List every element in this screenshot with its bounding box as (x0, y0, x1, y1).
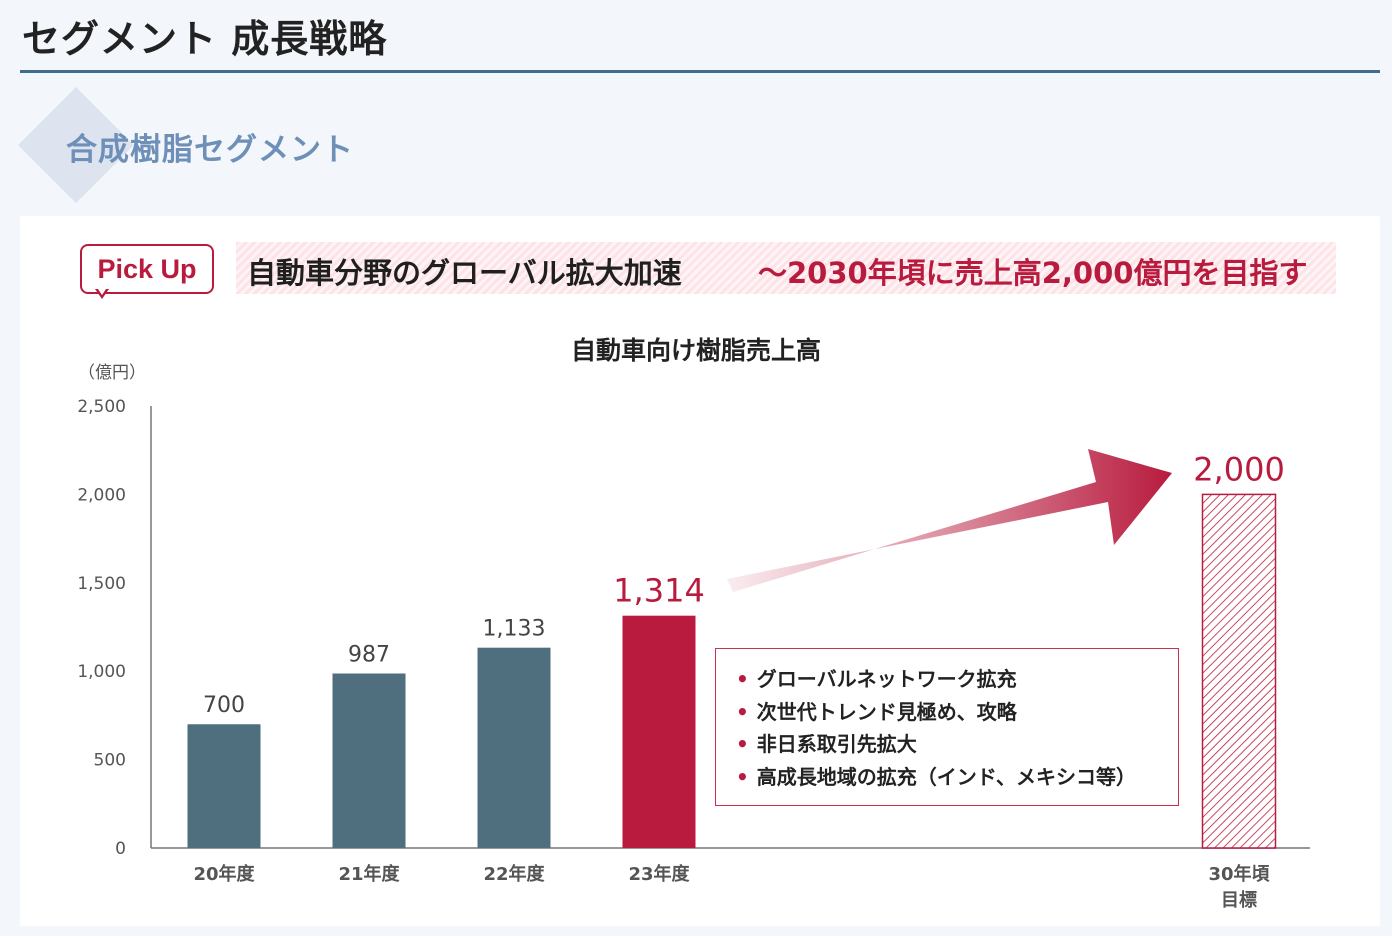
y-tick-label: 1,000 (77, 662, 126, 682)
x-tick-label: 20年度 (193, 863, 255, 885)
note-text: 次世代トレンド見極め、攻略 (756, 699, 1017, 724)
y-axis-unit: （億円） (78, 363, 146, 383)
y-tick-label: 500 (94, 751, 126, 771)
x-tick-label: 目標 (1221, 889, 1257, 911)
data-label: 1,314 (613, 572, 705, 610)
page-title: セグメント 成長戦略 (22, 17, 388, 61)
x-tick-label: 22年度 (483, 863, 545, 885)
note-item: • グローバルネットワーク拡充 (736, 663, 1178, 696)
x-tick-label: 23年度 (628, 863, 690, 885)
headline-band (236, 242, 1336, 294)
y-tick-label: 2,500 (77, 397, 126, 417)
data-label: 2,000 (1193, 450, 1285, 488)
data-label: 700 (203, 693, 245, 718)
section-title: 合成樹脂セグメント (66, 132, 354, 168)
headline-target: ～2030年頃に売上高2,000億円を目指す (758, 256, 1308, 290)
x-tick-label: 30年頃 (1208, 863, 1270, 885)
note-item: • 高成長地域の拡充（インド、メキシコ等） (736, 761, 1178, 794)
headline-main: 自動車分野のグローバル拡大加速 (247, 256, 682, 290)
bullet-dot: • (736, 667, 749, 691)
note-item: • 非日系取引先拡大 (736, 728, 1178, 761)
note-text: 非日系取引先拡大 (756, 732, 917, 756)
strategy-notes-box: • グローバルネットワーク拡充 • 次世代トレンド見極め、攻略 • 非日系取引先拡大 … (715, 648, 1179, 806)
y-tick-label: 1,500 (77, 574, 126, 594)
data-label: 987 (348, 642, 390, 667)
bar (622, 615, 696, 848)
growth-arrow (727, 449, 1172, 592)
data-label: 1,133 (483, 617, 546, 642)
y-tick-label: 0 (115, 839, 126, 859)
pickup-badge: Pick Up (80, 244, 214, 294)
bullet-dot: • (736, 764, 749, 789)
bullet-dot: • (736, 732, 749, 756)
chart-title: 自動車向け樹脂売上高 (570, 336, 821, 365)
bar (332, 673, 406, 848)
pickup-badge-tail-inner (98, 289, 106, 295)
y-tick-label: 2,000 (77, 485, 126, 505)
bullet-dot: • (736, 699, 749, 724)
note-item: • 次世代トレンド見極め、攻略 (736, 696, 1178, 729)
header-rule (20, 70, 1380, 73)
target-bar (1201, 493, 1277, 849)
note-text: 高成長地域の拡充（インド、メキシコ等） (756, 764, 1136, 789)
note-text: グローバルネットワーク拡充 (756, 667, 1017, 691)
x-tick-label: 21年度 (338, 863, 400, 885)
bar (187, 724, 261, 848)
bar (477, 647, 551, 848)
